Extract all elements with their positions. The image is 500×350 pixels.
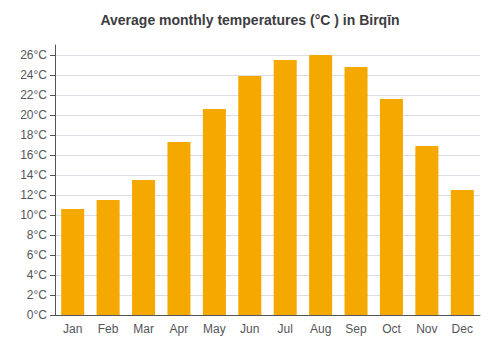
svg-text:18°C: 18°C <box>20 128 47 142</box>
svg-text:22°C: 22°C <box>20 88 47 102</box>
svg-text:Feb: Feb <box>98 322 119 336</box>
svg-text:Jul: Jul <box>278 322 293 336</box>
svg-text:Average monthly temperatures (: Average monthly temperatures (°C ) in Bi… <box>100 12 399 28</box>
svg-text:Sep: Sep <box>345 322 367 336</box>
svg-text:4°C: 4°C <box>27 268 47 282</box>
svg-text:20°C: 20°C <box>20 108 47 122</box>
svg-text:Jan: Jan <box>63 322 82 336</box>
svg-text:0°C: 0°C <box>27 308 47 322</box>
svg-text:Apr: Apr <box>170 322 189 336</box>
svg-text:Dec: Dec <box>452 322 473 336</box>
svg-text:12°C: 12°C <box>20 188 47 202</box>
svg-text:2°C: 2°C <box>27 288 47 302</box>
svg-text:14°C: 14°C <box>20 168 47 182</box>
svg-text:Aug: Aug <box>310 322 331 336</box>
svg-text:Oct: Oct <box>382 322 401 336</box>
svg-text:6°C: 6°C <box>27 248 47 262</box>
svg-text:May: May <box>203 322 226 336</box>
svg-text:Nov: Nov <box>416 322 437 336</box>
svg-text:26°C: 26°C <box>20 48 47 62</box>
svg-text:24°C: 24°C <box>20 68 47 82</box>
svg-text:10°C: 10°C <box>20 208 47 222</box>
svg-text:8°C: 8°C <box>27 228 47 242</box>
svg-text:16°C: 16°C <box>20 148 47 162</box>
svg-text:Mar: Mar <box>133 322 154 336</box>
svg-text:Jun: Jun <box>240 322 259 336</box>
